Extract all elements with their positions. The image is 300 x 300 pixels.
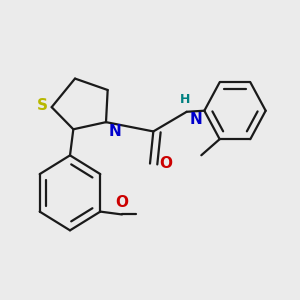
Text: N: N bbox=[109, 124, 122, 139]
Text: S: S bbox=[37, 98, 48, 112]
Text: N: N bbox=[189, 112, 202, 128]
Text: O: O bbox=[159, 156, 172, 171]
Text: H: H bbox=[180, 93, 190, 106]
Text: O: O bbox=[116, 195, 128, 210]
